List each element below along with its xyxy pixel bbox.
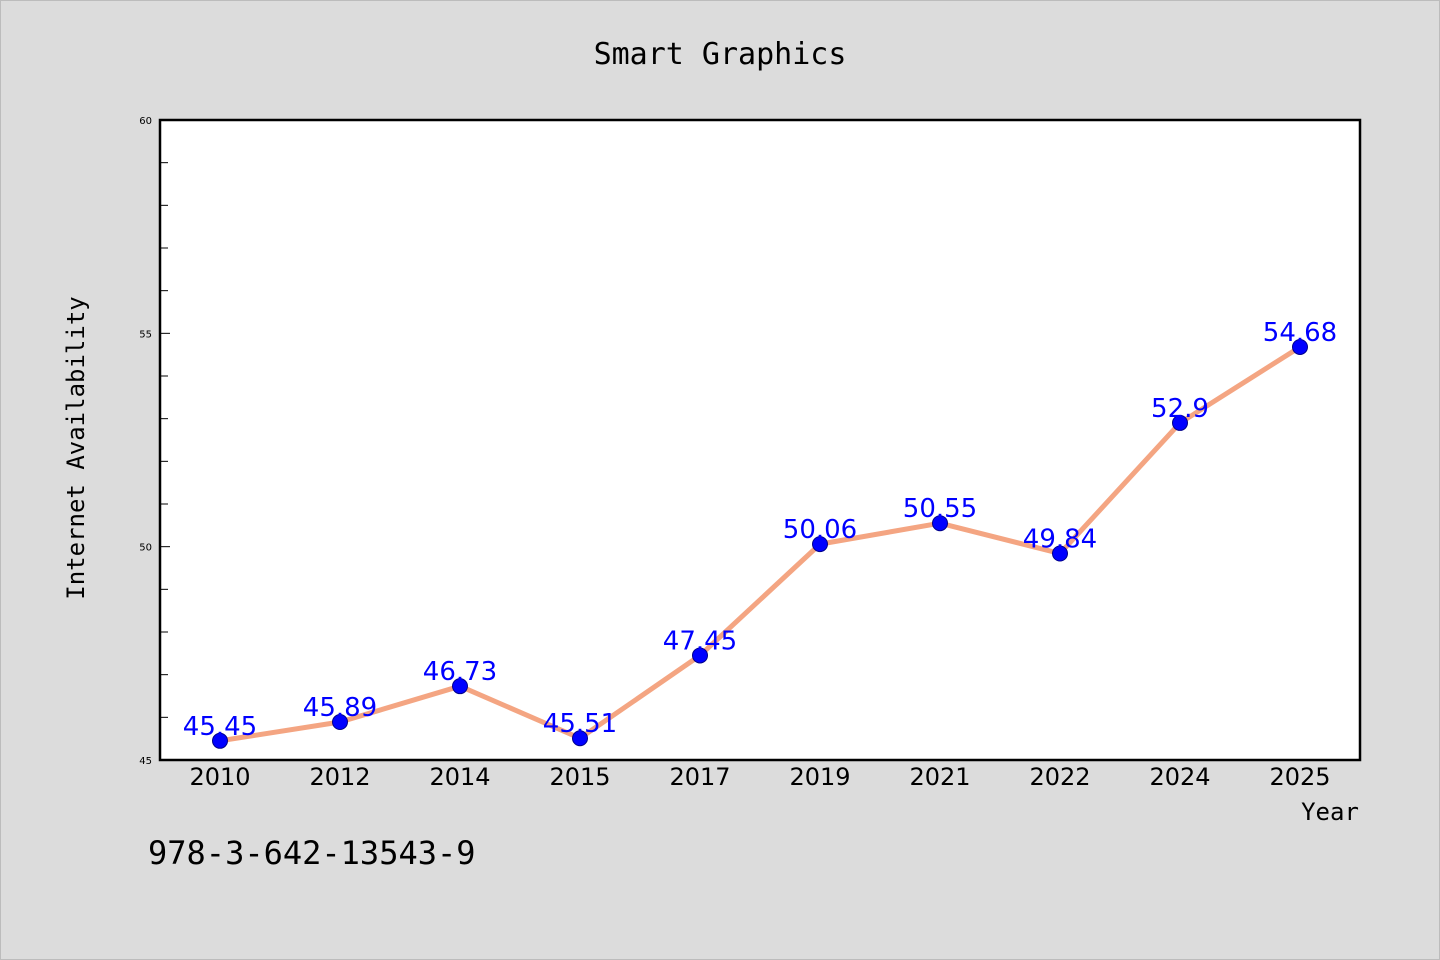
data-label: 50.06 [783,515,857,545]
x-axis: 2010 2012 2014 2015 2017 2019 2021 2022 2024 2025 [189,763,1330,791]
x-tick-label: 2021 [909,763,970,791]
data-label: 45.51 [543,709,617,739]
data-label: 49.84 [1023,524,1097,554]
y-axis-title: Internet Availability [62,296,90,599]
data-point [332,714,348,731]
x-tick-label: 2010 [189,763,250,791]
data-labels-group: 45.45 45.89 46.73 45.51 47.45 50.06 50.55 49.84… [183,318,1337,742]
y-tick-label: 45 [139,756,152,767]
x-tick-label: 2014 [429,763,490,791]
data-point [572,730,588,747]
x-tick-label: 2024 [1149,763,1210,791]
data-point [692,647,708,664]
data-point [212,732,228,749]
data-point [452,678,468,695]
data-point [812,536,828,553]
data-label: 47.45 [663,626,737,656]
data-label: 50.55 [903,494,977,524]
data-point [1172,414,1188,431]
data-label: 45.45 [183,712,257,742]
isbn-text: 978-3-642-13543-9 [148,834,476,872]
y-tick-label: 50 [139,543,152,554]
y-tick-label: 60 [139,116,152,127]
y-tick-label: 55 [139,329,152,340]
data-point [1052,545,1068,562]
data-label: 46.73 [423,657,497,687]
x-tick-label: 2025 [1269,763,1330,791]
x-tick-label: 2019 [789,763,850,791]
data-label: 54.68 [1263,318,1337,348]
plot-area [160,120,1360,760]
x-tick-label: 2012 [309,763,370,791]
series-group [212,338,1308,749]
plot-frame [158,118,1362,762]
data-label: 45.89 [303,693,377,723]
x-axis-title: Year [1301,798,1359,826]
x-tick-label: 2017 [669,763,730,791]
x-tick-label: 2015 [549,763,610,791]
data-point [932,515,948,532]
series-line [217,344,1303,744]
data-label: 52.9 [1151,394,1209,424]
chart-title: Smart Graphics [594,37,847,72]
x-tick-label: 2022 [1029,763,1090,791]
data-point [1292,338,1308,355]
